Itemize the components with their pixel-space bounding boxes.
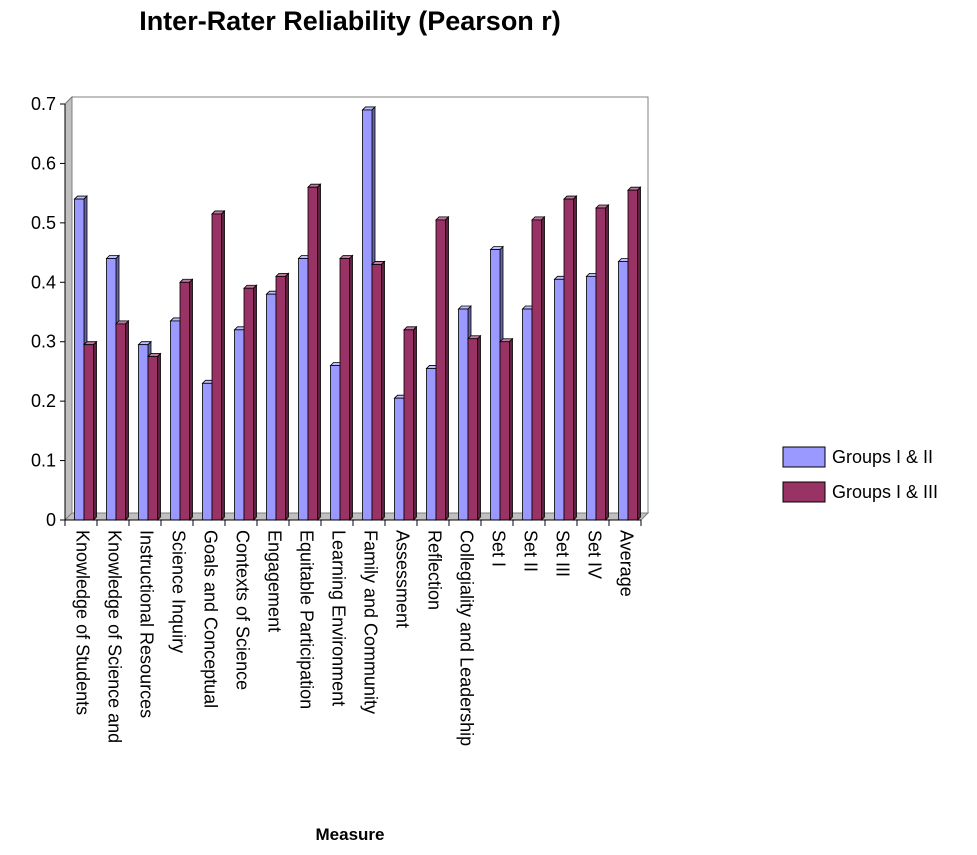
- bar-groups-i-iii: [83, 340, 98, 521]
- x-category-label: Goals and Conceptual: [200, 530, 220, 708]
- bar-groups-i-iii: [115, 319, 130, 521]
- bar-groups-i-iii: [307, 183, 322, 521]
- y-tick-label: 0.7: [31, 94, 56, 114]
- x-category-label: Set III: [552, 530, 572, 577]
- bar-groups-i-iii: [179, 278, 194, 521]
- x-axis-label: Measure: [316, 825, 385, 844]
- y-tick-label: 0.1: [31, 451, 56, 471]
- legend-item: Groups I & II: [782, 446, 933, 468]
- y-tick-label: 0.5: [31, 213, 56, 233]
- x-category-label: Reflection: [424, 530, 444, 610]
- x-category-label: Set I: [488, 530, 508, 567]
- x-category-label: Assessment: [392, 530, 412, 628]
- x-category-label: Collegiality and Leadership: [456, 530, 476, 746]
- chart-title: Inter-Rater Reliability (Pearson r): [139, 6, 561, 36]
- y-tick-label: 0.2: [31, 391, 56, 411]
- bar-groups-i-iii: [371, 260, 386, 521]
- legend-item: Groups I & III: [782, 481, 938, 503]
- x-category-label: Instructional Resources: [136, 530, 156, 718]
- y-tick-label: 0.4: [31, 272, 56, 292]
- x-category-label: Equitable Participation: [296, 530, 316, 709]
- bar-groups-i-iii: [499, 337, 514, 521]
- x-category-label: Science Inquiry: [168, 530, 188, 653]
- x-category-label: Learning Environment: [328, 530, 348, 706]
- legend-label: Groups I & II: [832, 447, 933, 467]
- bar-groups-i-iii: [531, 215, 546, 521]
- bar-groups-i-iii: [435, 215, 450, 521]
- bar-groups-i-iii: [211, 209, 226, 521]
- plot-side-wall: [64, 95, 73, 522]
- legend-swatch: [782, 446, 826, 468]
- bar-groups-i-iii: [243, 284, 258, 521]
- x-category-label: Average: [616, 530, 636, 597]
- legend: Groups I & II Groups I & III: [782, 446, 938, 503]
- legend-swatch: [782, 481, 826, 503]
- x-category-label: Set IV: [584, 530, 604, 579]
- bar-groups-i-iii: [403, 325, 418, 521]
- bars: [73, 105, 642, 521]
- y-tick-label: 0.3: [31, 332, 56, 352]
- x-category-label: Set II: [520, 530, 540, 572]
- x-category-label: Knowledge of Science and: [104, 530, 124, 743]
- axes: 0 0.1 0.2 0.3 0.4 0.5 0.6 0.7 Knowledge of Stude…: [31, 94, 642, 746]
- bar-groups-i-iii: [339, 254, 354, 521]
- y-tick-label: 0: [46, 510, 56, 530]
- y-tick-label: 0.6: [31, 153, 56, 173]
- bar-groups-i-iii: [147, 352, 162, 521]
- x-category-label: Contexts of Science: [232, 530, 252, 690]
- bar-groups-i-iii: [275, 272, 290, 521]
- legend-label: Groups I & III: [832, 482, 938, 502]
- bar-groups-i-iii: [627, 186, 642, 521]
- bar-groups-i-iii: [595, 204, 610, 521]
- x-category-label: Knowledge of Students: [72, 530, 92, 715]
- x-category-label: Family and Community: [360, 530, 380, 714]
- bar-groups-i-iii: [563, 195, 578, 521]
- bar-groups-i-iii: [467, 334, 482, 521]
- x-category-label: Engagement: [264, 530, 284, 632]
